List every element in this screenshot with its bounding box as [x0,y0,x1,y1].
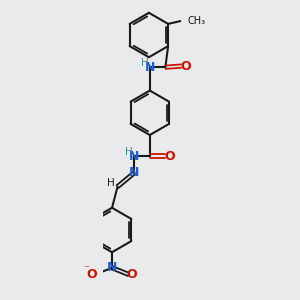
Text: N: N [129,150,140,163]
Text: H: H [125,147,133,157]
Text: O: O [180,60,191,73]
Text: ⁻: ⁻ [83,264,89,274]
Text: CH₃: CH₃ [188,16,206,26]
Text: H: H [107,178,115,188]
Text: N: N [107,261,117,274]
Text: O: O [87,268,97,281]
Text: O: O [164,150,175,163]
Text: N: N [145,61,155,74]
Text: N: N [129,166,140,179]
Text: H: H [141,58,149,68]
Text: O: O [127,268,137,281]
